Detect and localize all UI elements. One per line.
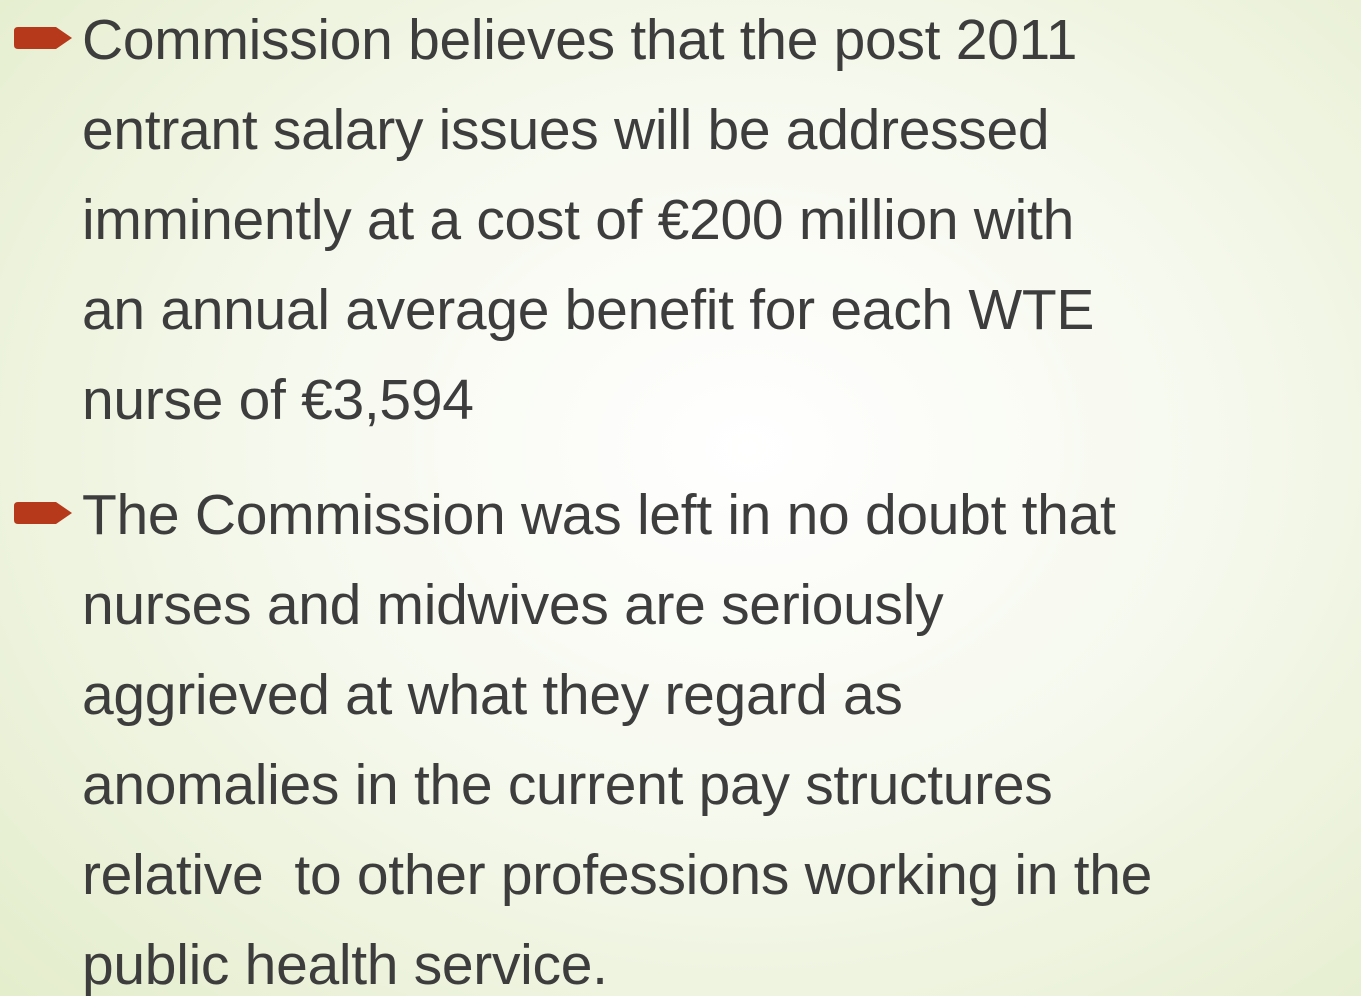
bullet-text-line: The Commission was left in no doubt that (82, 483, 1116, 547)
bullet-text-line: aggrieved at what they regard as (82, 663, 903, 727)
bullet-text-line: public health service. (82, 933, 608, 996)
bullet-text-line: anomalies in the current pay structures (82, 753, 1053, 817)
bullet-text-line: an annual average benefit for each WTE (82, 278, 1095, 342)
bullet-arrow (14, 502, 72, 524)
bullet-text-line: nurse of €3,594 (82, 368, 474, 432)
bullet-text-line: entrant salary issues will be addressed (82, 98, 1050, 162)
bullet-shape (14, 502, 72, 524)
bullet-shape (14, 27, 72, 49)
bullet-text-line: imminently at a cost of €200 million wit… (82, 188, 1074, 252)
bullet-text-line: Commission believes that the post 2011 (82, 8, 1078, 72)
bullet-text-line: nurses and midwives are seriously (82, 573, 944, 637)
bullet-text-line: relative to other professions working in… (82, 843, 1153, 907)
bullet-arrow (14, 27, 72, 49)
